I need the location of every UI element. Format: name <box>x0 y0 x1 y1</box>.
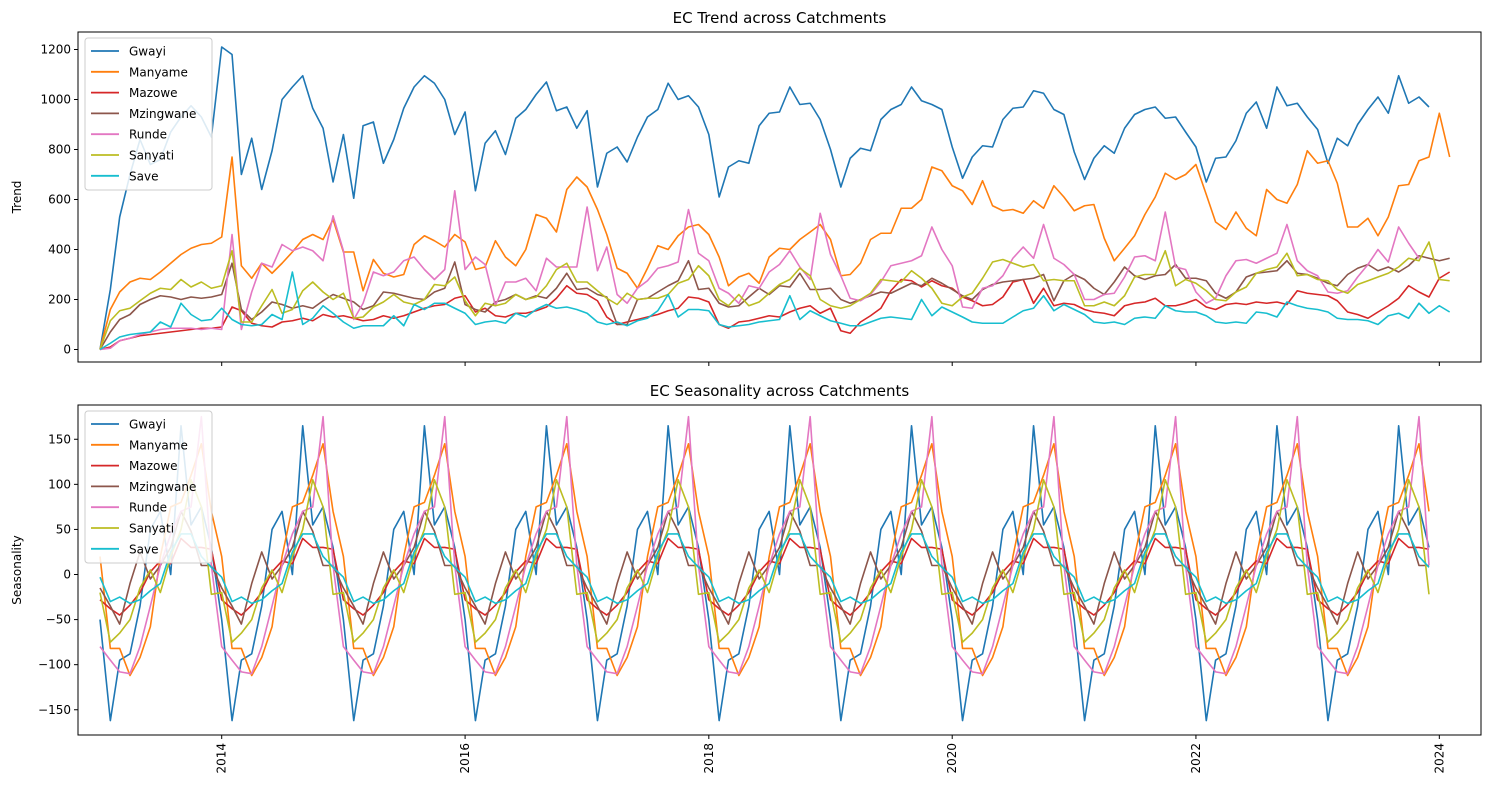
chart-title: EC Seasonality across Catchments <box>650 382 910 400</box>
y-axis-label: Seasonality <box>10 535 24 604</box>
series-line-gwayi <box>99 424 1430 722</box>
legend-label: Sanyati <box>129 149 174 163</box>
y-tick-label: 0 <box>63 343 71 357</box>
y-tick-label: 200 <box>48 293 71 307</box>
legend-label: Manyame <box>129 438 188 452</box>
y-tick-label: −100 <box>38 658 71 672</box>
plot-frame <box>77 404 1482 736</box>
series-group <box>99 46 1451 351</box>
series-line-gwayi <box>99 46 1430 350</box>
series-line-runde <box>99 189 1420 351</box>
series-line-mazowe <box>99 537 1430 616</box>
series-line-manyame <box>99 442 1430 677</box>
x-tick-label: 2014 <box>215 743 229 774</box>
series-line-manyame <box>99 112 1451 350</box>
y-tick-label: −150 <box>38 703 71 717</box>
y-tick-label: 600 <box>48 193 71 207</box>
legend-label: Manyame <box>129 65 188 79</box>
legend-label: Mazowe <box>129 459 178 473</box>
legend-label: Mzingwane <box>129 480 196 494</box>
legend: Gwayi Manyame Mazowe Mzingwane Runde Sanyati S… <box>84 410 213 564</box>
legend-box <box>84 37 213 191</box>
legend-label: Gwayi <box>129 45 166 59</box>
panel-2: EC Seasonality across Catchments Seasonal… <box>10 382 1482 774</box>
legend-label: Gwayi <box>129 418 166 432</box>
legend-label: Mzingwane <box>129 107 196 121</box>
y-tick-label: 400 <box>48 243 71 257</box>
y-tick-label: 800 <box>48 143 71 157</box>
x-tick-label: 2016 <box>458 743 472 774</box>
y-tick-label: 50 <box>56 522 71 536</box>
x-tick-label: 2022 <box>1189 743 1203 774</box>
legend-box <box>84 410 213 564</box>
legend-label: Runde <box>129 501 167 515</box>
panel-1: EC Trend across Catchments Trend 0 200 400 60… <box>10 9 1482 366</box>
legend-label: Save <box>129 169 158 183</box>
series-group <box>99 415 1430 722</box>
series-line-sanyati <box>99 241 1450 350</box>
plot-frame <box>77 31 1482 363</box>
y-tick-label: 1000 <box>40 93 71 107</box>
series-line-save <box>99 271 1451 351</box>
series-line-mzingwane <box>99 254 1450 350</box>
x-tick-label: 2024 <box>1432 743 1446 774</box>
series-line-mzingwane <box>99 510 1429 625</box>
chart-title: EC Trend across Catchments <box>673 9 887 27</box>
y-tick-label: 1200 <box>40 43 71 57</box>
y-axis-label: Trend <box>10 181 24 215</box>
legend-label: Mazowe <box>129 86 178 100</box>
x-tick-label: 2020 <box>945 743 959 774</box>
x-tick-label: 2018 <box>702 743 716 774</box>
series-line-runde <box>99 415 1430 675</box>
legend-label: Runde <box>129 128 167 142</box>
legend: Gwayi Manyame Mazowe Mzingwane Runde Sanyati S… <box>84 37 213 191</box>
series-line-save <box>99 533 1430 605</box>
y-tick-label: 0 <box>63 568 71 582</box>
y-tick-label: 150 <box>48 432 71 446</box>
legend-label: Save <box>129 542 158 556</box>
legend-label: Sanyati <box>129 522 174 536</box>
series-line-mazowe <box>99 271 1451 351</box>
y-tick-label: −50 <box>46 613 71 627</box>
series-line-sanyati <box>99 479 1430 643</box>
y-tick-label: 100 <box>48 477 71 491</box>
